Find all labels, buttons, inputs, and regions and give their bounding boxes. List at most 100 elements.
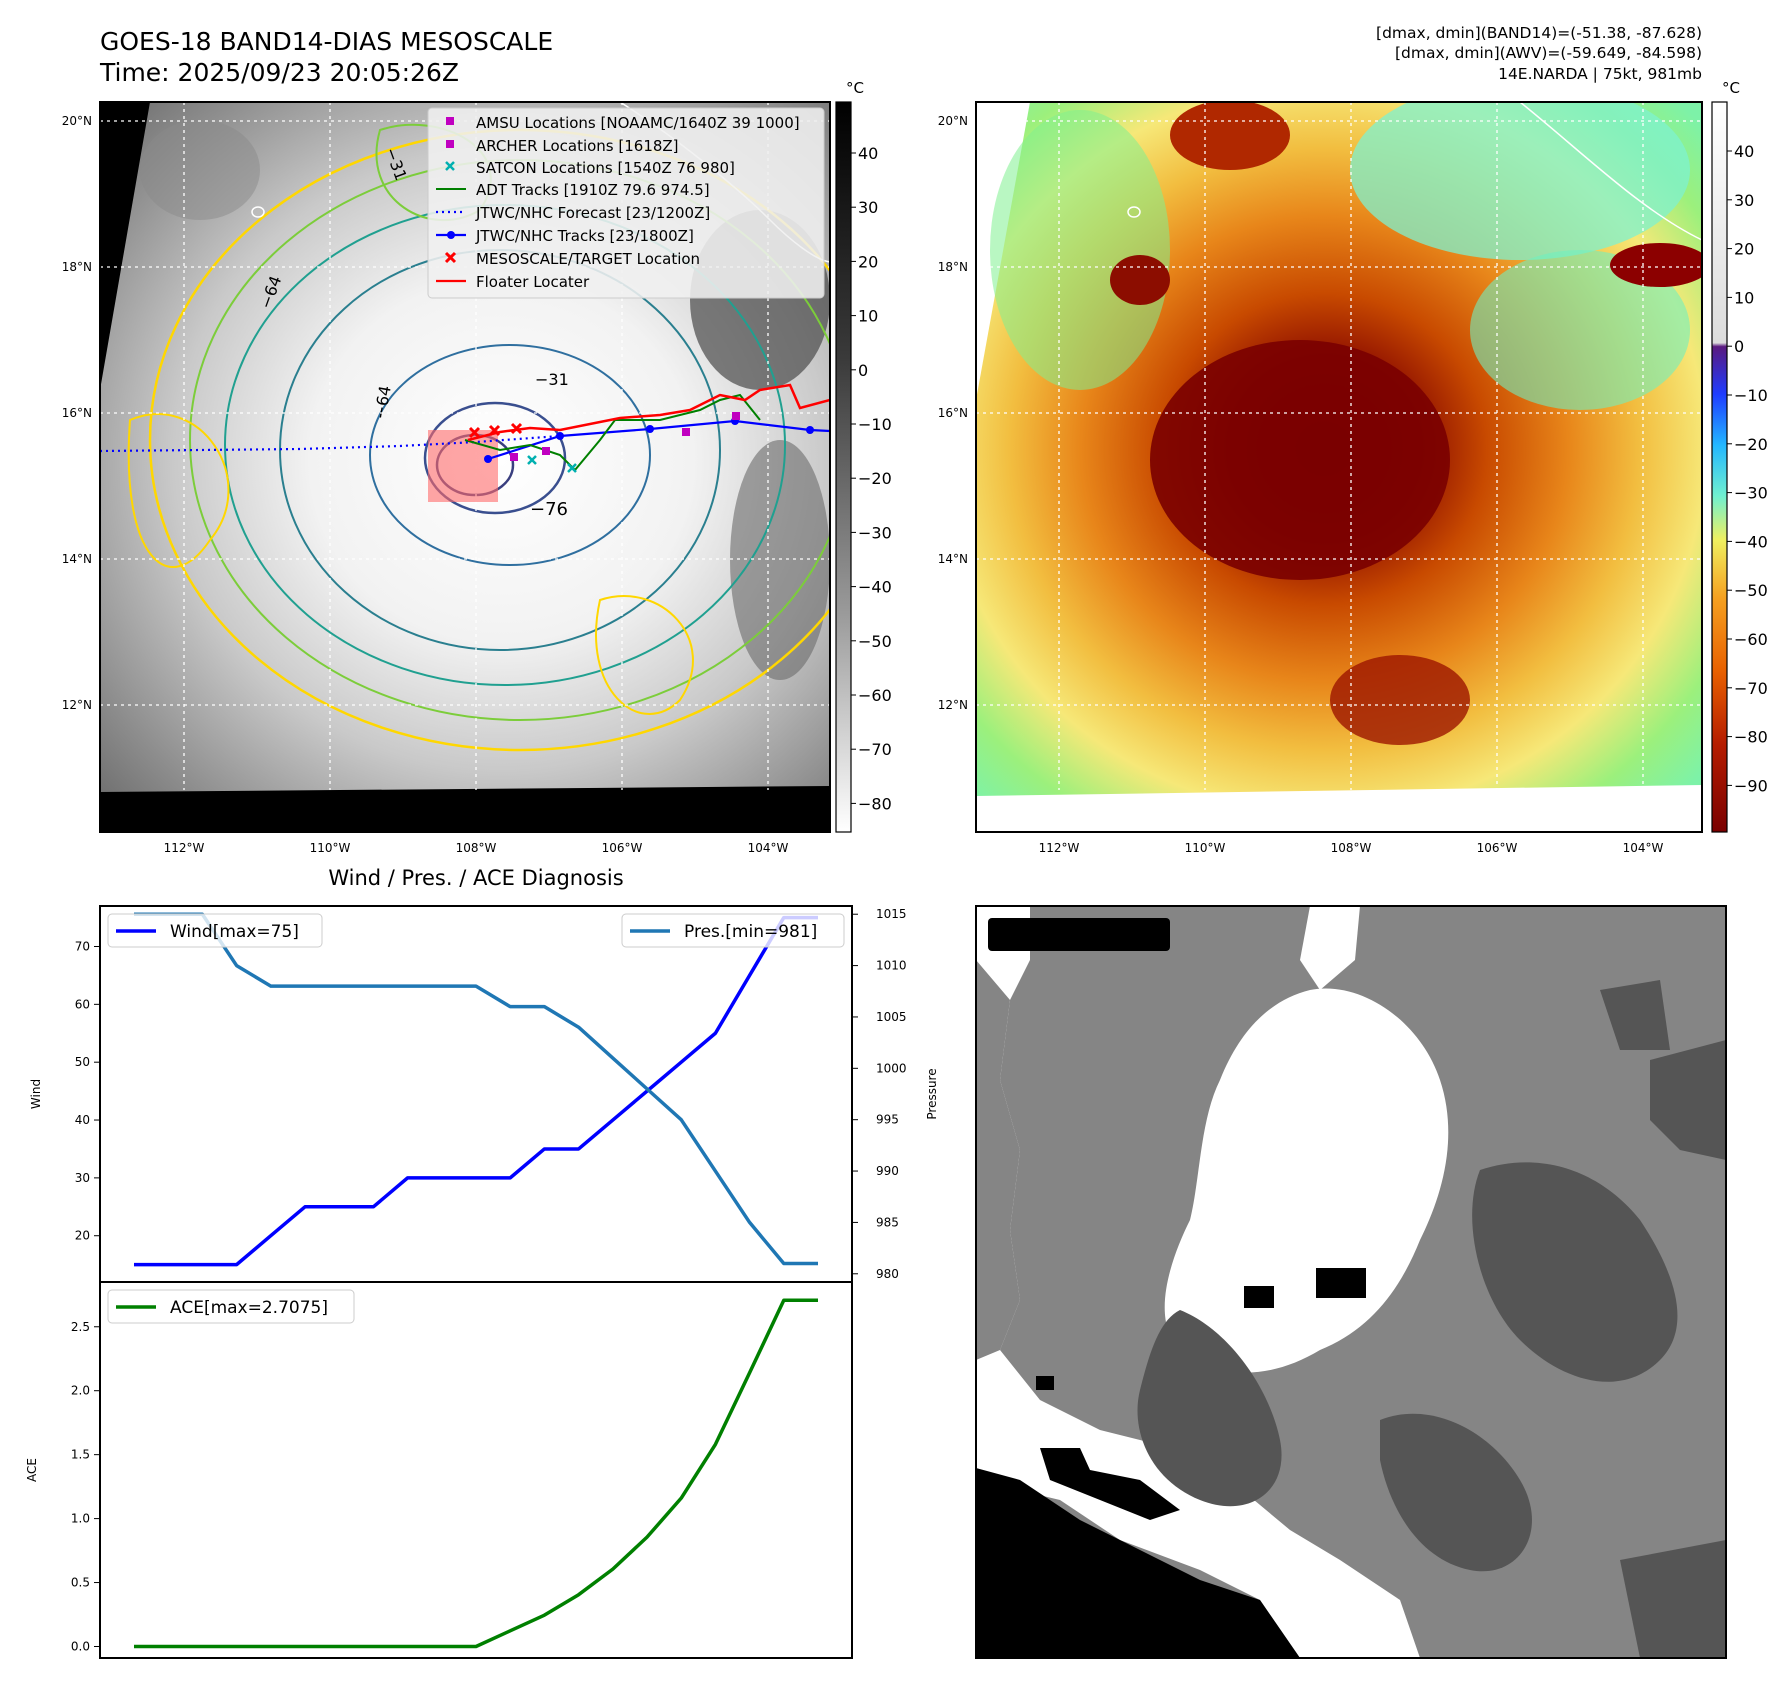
- pressure-tick-label: 980: [876, 1267, 899, 1281]
- colorbar-left-tick-label: 0: [858, 361, 868, 380]
- wind-legend-label: Wind[max=75]: [170, 922, 299, 942]
- wind-axis-label: Wind: [29, 1079, 43, 1109]
- stats-awv: [dmax, dmin](AWV)=(-59.649, -84.598): [1395, 44, 1702, 62]
- ace-tick-label: 0.0: [71, 1639, 90, 1653]
- wmg-dark-region: [1380, 1413, 1532, 1572]
- ace-axes: [99, 1281, 853, 1659]
- lon-label: 106°W: [1477, 841, 1518, 855]
- figure-title: GOES-18 BAND14-DIAS MESOSCALE: [100, 27, 553, 56]
- colorbar-right-tick-label: −50: [1734, 581, 1768, 600]
- wind-tick-label: 50: [75, 1055, 90, 1069]
- colorbar-left-tick-label: −60: [858, 686, 892, 705]
- colorbar-left-tick-label: −10: [858, 415, 892, 434]
- lat-label: 18°N: [938, 260, 968, 274]
- lon-label: 108°W: [1331, 841, 1372, 855]
- contour-label: −31: [535, 370, 569, 389]
- map-right: [975, 101, 1703, 833]
- colorbar-right-tick-label: −30: [1734, 484, 1768, 503]
- legend-forecast: JTWC/NHC Forecast [23/1200Z]: [475, 204, 710, 222]
- lat-label: 12°N: [62, 698, 92, 712]
- wmg-black-cell: [1316, 1268, 1366, 1298]
- colorbar-right-tick-label: −60: [1734, 630, 1768, 649]
- ace-tick-label: 2.0: [71, 1384, 90, 1398]
- colorbar-left-unit: °C: [846, 79, 864, 97]
- lat-label: 14°N: [62, 552, 92, 566]
- pressure-tick-label: 1005: [876, 1010, 907, 1024]
- lat-label: 12°N: [938, 698, 968, 712]
- legend-amsu: AMSU Locations [NOAAMC/1640Z 39 1000]: [476, 114, 800, 132]
- legend-satcon: SATCON Locations [1540Z 76 980]: [476, 159, 735, 177]
- colorbar-right-tick-label: −40: [1734, 532, 1768, 551]
- lat-label: 18°N: [62, 260, 92, 274]
- lat-label: 14°N: [938, 552, 968, 566]
- colorbar-right-tick-label: 20: [1734, 240, 1754, 259]
- pressure-tick-label: 1015: [876, 907, 907, 921]
- lat-label: 16°N: [62, 406, 92, 420]
- pressure-axis-label: Pressure: [925, 1068, 939, 1119]
- ace-tick-label: 1.0: [71, 1512, 90, 1526]
- colorbar-left-tick-label: 20: [858, 252, 878, 271]
- wmg-dark-region: [1620, 1540, 1726, 1658]
- legend-tracks: JTWC/NHC Tracks [23/1800Z]: [475, 227, 694, 245]
- wind-tick-label: 20: [75, 1229, 90, 1243]
- colorbar-left-tick-label: −50: [858, 632, 892, 651]
- diagnosis-chart: 20 30 40 50 60 70 980 985 990 995 1000 1005 1010 101…: [25, 905, 939, 1659]
- wind-tick-label: 70: [75, 939, 90, 953]
- wmg-dark-region: [1472, 1162, 1678, 1382]
- colorbar-right-tick-label: 0: [1734, 337, 1744, 356]
- figure-time: Time: 2025/09/23 20:05:26Z: [99, 58, 459, 87]
- amsu-markers: [510, 412, 740, 461]
- wmg-dark-region: [1600, 980, 1670, 1050]
- lon-labels-right: 112°W 110°W 108°W 106°W 104°W: [1039, 841, 1664, 855]
- pressure-tick-label: 990: [876, 1164, 899, 1178]
- ace-tick-label: 0.5: [71, 1576, 90, 1590]
- diagnosis-title: Wind / Pres. / ACE Diagnosis: [328, 866, 623, 890]
- floater-track: [467, 383, 830, 442]
- wmg-black-region: [976, 1468, 1300, 1658]
- map-right-frame: [975, 101, 1703, 833]
- colorbar-left-tick-label: 10: [858, 307, 878, 326]
- colorbar-right-tick-label: −10: [1734, 386, 1768, 405]
- stats-band14: [dmax, dmin](BAND14)=(-51.38, -87.628): [1376, 24, 1702, 42]
- wind-tick-label: 40: [75, 1113, 90, 1127]
- contour-label: −76: [530, 499, 568, 520]
- colorbar-left: °C 40 30 20 10 0 −10 −20 −30 −40 −50 −60 −70 −80: [835, 79, 892, 833]
- lon-label: 104°W: [748, 841, 789, 855]
- colorbar-right-tick-label: −20: [1734, 435, 1768, 454]
- colorbar-left-tick-label: −70: [858, 740, 892, 759]
- colorbar-right-unit: °C: [1722, 79, 1740, 97]
- legend-archer: ARCHER Locations [1618Z]: [476, 137, 679, 155]
- wmg-white-core: [1164, 988, 1449, 1373]
- colorbar-left-tick-label: −80: [858, 794, 892, 813]
- copyright: Copyright © 2020-2025 Dapiya: [103, 808, 400, 828]
- lon-label: 110°W: [1185, 841, 1226, 855]
- wind-tick-label: 30: [75, 1171, 90, 1185]
- map-left-frame: [99, 101, 831, 833]
- wmg-black-cell: [1244, 1286, 1274, 1308]
- wmg-dark-region: [1650, 1040, 1726, 1160]
- lat-labels-right: 20°N 18°N 16°N 14°N 12°N: [938, 114, 968, 712]
- lon-label: 112°W: [164, 841, 205, 855]
- lon-label: 104°W: [1623, 841, 1664, 855]
- ace-tick-label: 2.5: [71, 1320, 90, 1334]
- floater-box: [428, 430, 498, 502]
- wmg-panel: WMG Count: 0: [975, 905, 1727, 1659]
- colorbar-right-tick-label: −80: [1734, 728, 1768, 747]
- ace-axis-label: ACE: [25, 1458, 39, 1482]
- wind-legend: [107, 913, 323, 948]
- pressure-tick-label: 1000: [876, 1061, 907, 1075]
- colorbar-right: °C 40 30 20 10 0 −10 −20 −30 −40 −50 −60 −70 −80 −90: [1711, 79, 1768, 833]
- colorbar-right-tick-label: 30: [1734, 191, 1754, 210]
- target-markers: [468, 422, 523, 439]
- colorbar-left-tick-label: 30: [858, 198, 878, 217]
- wmg-black-cell: [1036, 1376, 1054, 1390]
- legend-floater: Floater Locater: [476, 273, 590, 291]
- pressure-tick-label: 1010: [876, 959, 907, 973]
- pressure-tick-label: 995: [876, 1113, 899, 1127]
- wmg-frame: [975, 905, 1727, 1659]
- forecast-track: [100, 434, 561, 453]
- stats-storm: 14E.NARDA | 75kt, 981mb: [1498, 65, 1702, 83]
- wmg-badge-label: WMG Count: 0: [996, 924, 1149, 946]
- lat-label: 16°N: [938, 406, 968, 420]
